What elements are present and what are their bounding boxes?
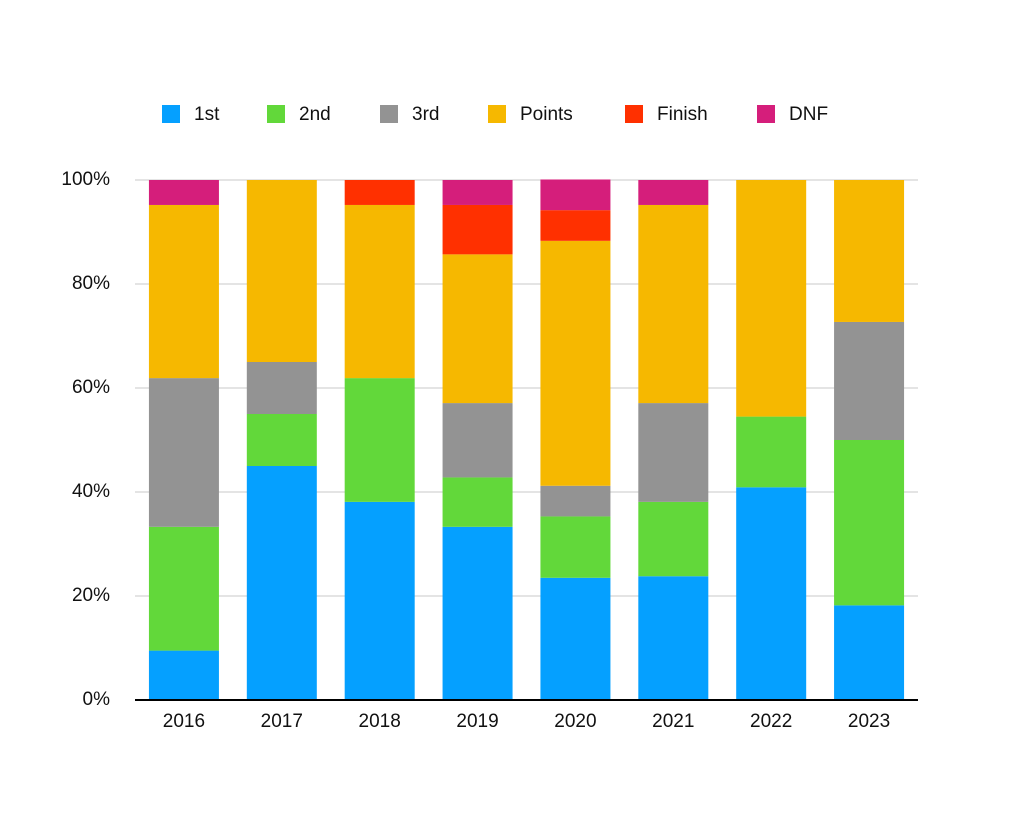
bar-segment [344, 180, 415, 205]
bar-segment [736, 487, 807, 700]
legend-label: DNF [789, 104, 828, 125]
x-tick-label: 2018 [359, 711, 401, 732]
bar-segment [638, 180, 709, 205]
bar-segment [834, 440, 905, 606]
y-tick-label: 0% [83, 689, 111, 710]
bar-segment [442, 254, 513, 404]
x-tick-label: 2020 [554, 711, 596, 732]
y-tick-label: 40% [72, 481, 110, 502]
y-tick-label: 100% [61, 169, 110, 190]
legend-swatch [162, 105, 180, 123]
legend-swatch [757, 105, 775, 123]
bar-segment [736, 416, 807, 488]
bar-segment [638, 403, 709, 502]
bar-segment [638, 204, 709, 404]
bar-segment [540, 577, 611, 700]
bar-segment [148, 526, 219, 651]
bar-segment [148, 378, 219, 527]
bar-segment [540, 240, 611, 486]
x-tick-label: 2019 [456, 711, 498, 732]
bar-segment [246, 466, 317, 700]
bar-segment [246, 362, 317, 414]
bar-segment [540, 179, 611, 211]
bar-segment [834, 321, 905, 440]
bar-segment [442, 526, 513, 700]
legend-label: Finish [657, 104, 708, 125]
legend-swatch [625, 105, 643, 123]
bar-segment [834, 605, 905, 700]
y-tick-label: 20% [72, 585, 110, 606]
x-tick-label: 2022 [750, 711, 792, 732]
bar-segment [540, 210, 611, 241]
bar-segment [442, 403, 513, 478]
legend-swatch [380, 105, 398, 123]
bar-segment [540, 516, 611, 578]
bar-segment [148, 204, 219, 379]
bar-segment [344, 501, 415, 700]
bar-segment [246, 180, 317, 362]
bar-segment [638, 576, 709, 700]
legend-label: Points [520, 104, 573, 125]
y-tick-label: 60% [72, 377, 110, 398]
bar-segment [442, 204, 513, 255]
bar-segment [442, 477, 513, 527]
bar-segment [344, 378, 415, 502]
legend-swatch [267, 105, 285, 123]
bar-segment [148, 650, 219, 700]
legend-label: 3rd [412, 104, 439, 125]
bar-segment [834, 180, 905, 322]
bar-segment [442, 180, 513, 205]
x-tick-label: 2017 [261, 711, 303, 732]
bar-segment [638, 501, 709, 577]
x-tick-label: 2021 [652, 711, 694, 732]
y-tick-label: 80% [72, 273, 110, 294]
bar-segment [736, 180, 807, 417]
x-tick-label: 2023 [848, 711, 890, 732]
bar-segment [246, 414, 317, 466]
bar-segment [540, 485, 611, 517]
bar-segment [148, 180, 219, 205]
x-tick-label: 2016 [163, 711, 205, 732]
legend-swatch [488, 105, 506, 123]
legend-label: 2nd [299, 104, 331, 125]
bar-segment [344, 204, 415, 379]
legend-label: 1st [194, 104, 220, 125]
